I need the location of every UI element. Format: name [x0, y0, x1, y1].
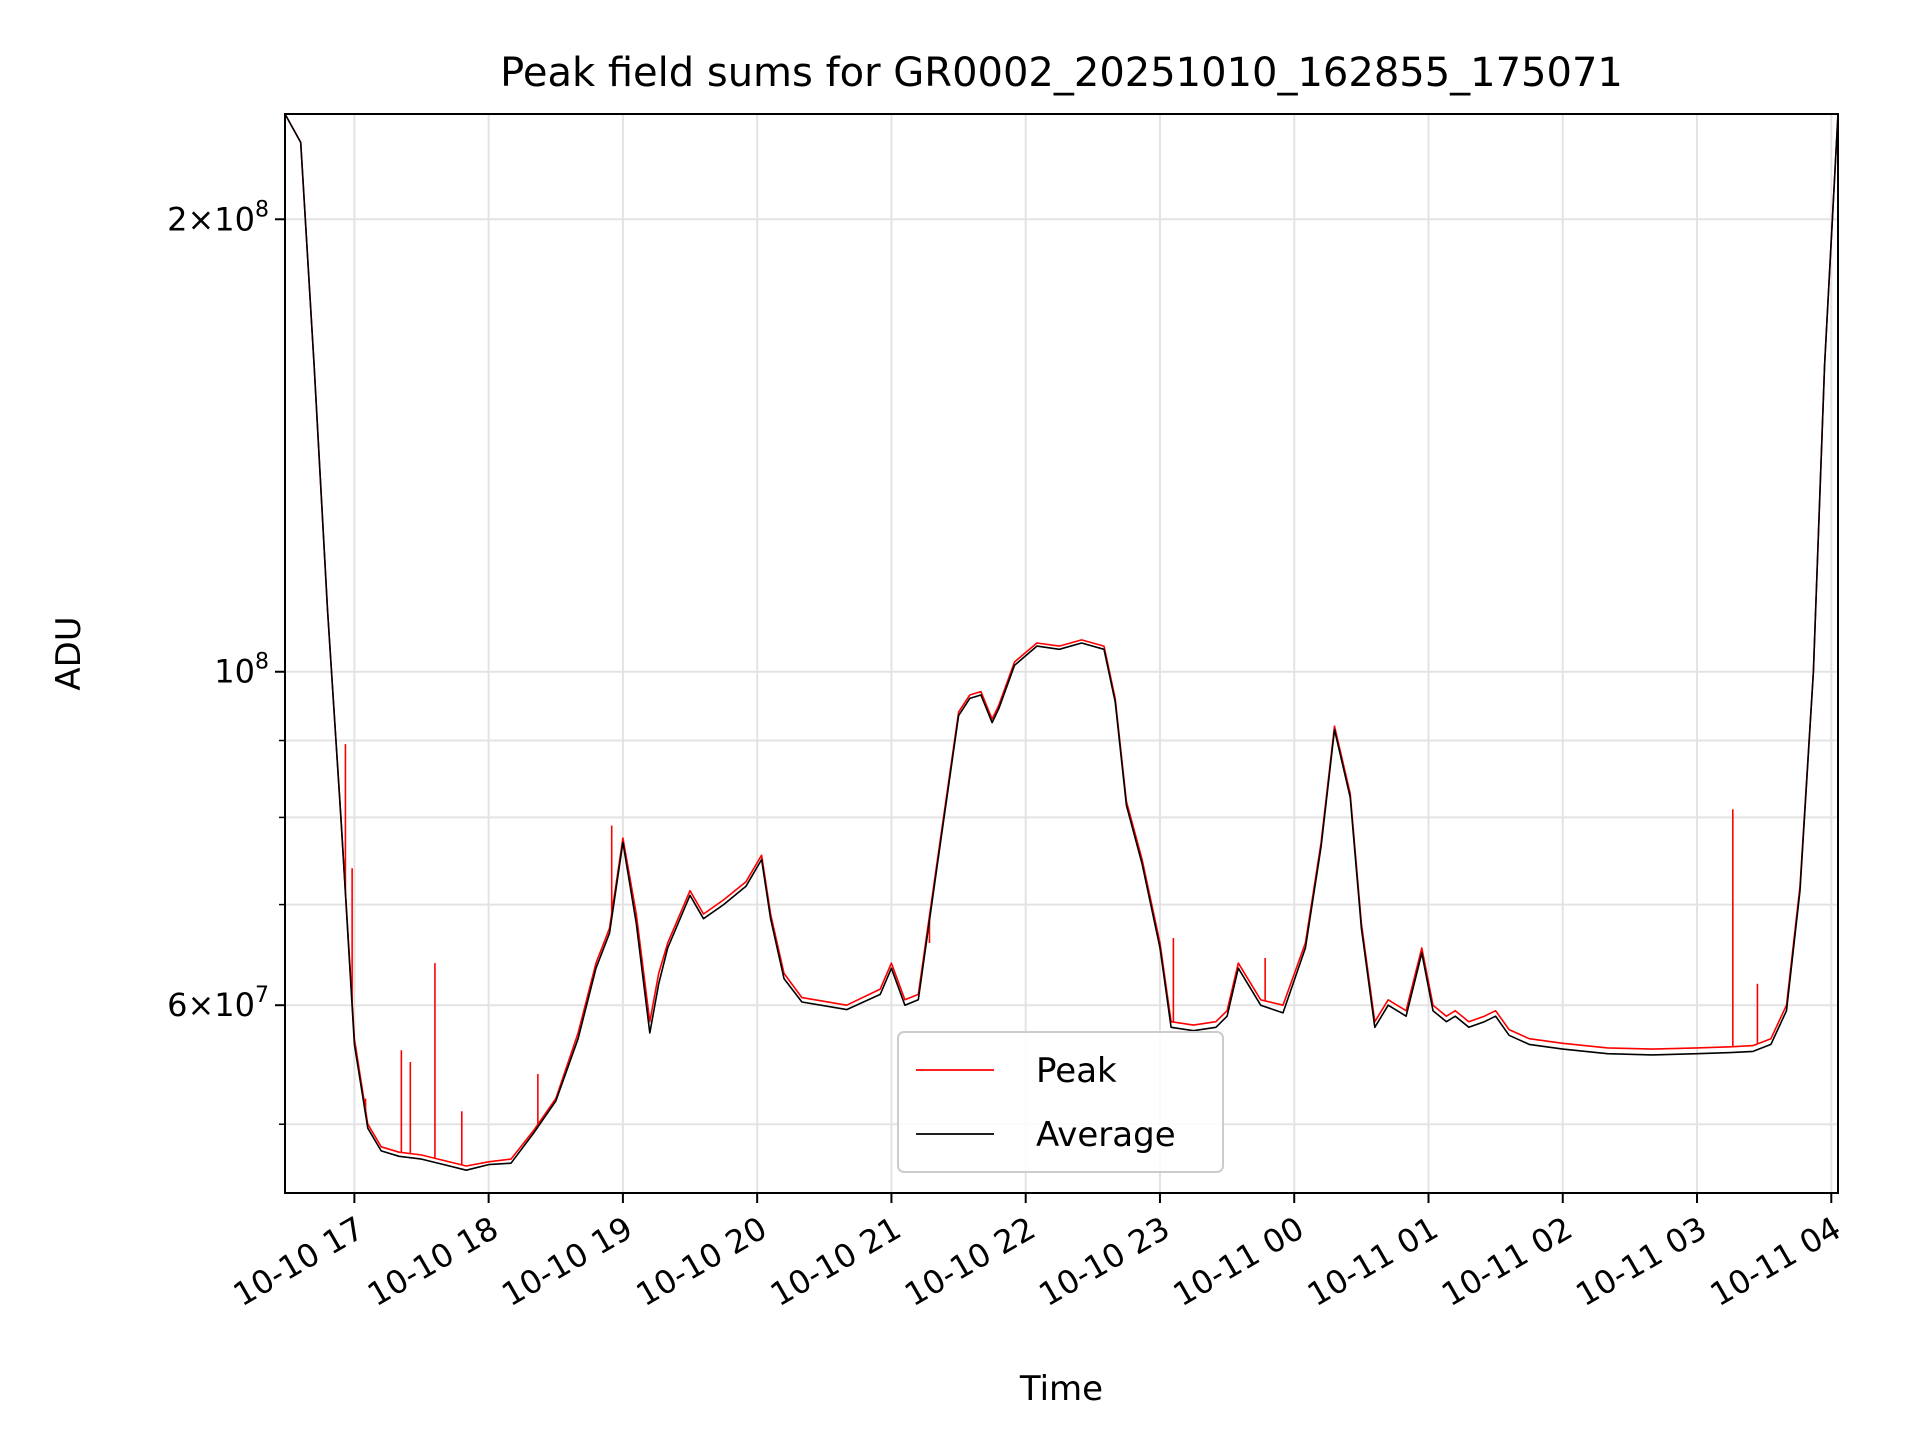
- y-tick-label: 6×107: [167, 983, 269, 1024]
- y-axis-title: ADU: [49, 616, 89, 690]
- x-tick-label: 10-10 20: [630, 1209, 774, 1314]
- x-tick-label: 10-10 19: [495, 1209, 639, 1314]
- chart-title: Peak field sums for GR0002_20251010_1628…: [500, 50, 1623, 96]
- x-tick-label: 10-11 01: [1301, 1209, 1445, 1314]
- plot-frame: [284, 113, 1839, 1194]
- legend-label-peak: Peak: [1036, 1051, 1117, 1091]
- x-tick-label: 10-10 18: [361, 1209, 505, 1314]
- y-tick-label: 108: [214, 650, 269, 691]
- x-axis-title: Time: [1019, 1369, 1103, 1409]
- x-tick-label: 10-11 03: [1569, 1209, 1713, 1314]
- x-tick-label: 10-10 17: [227, 1209, 371, 1314]
- x-tick-label: 10-11 04: [1704, 1209, 1848, 1314]
- y-tick-label: 2×108: [167, 197, 269, 238]
- legend-label-average: Average: [1036, 1115, 1176, 1155]
- x-tick-label: 10-11 02: [1435, 1209, 1579, 1314]
- plot-area: [285, 114, 1838, 1171]
- grid: [285, 114, 1838, 1193]
- series-line-peak: [285, 114, 1838, 1167]
- x-tick-label: 10-10 22: [898, 1209, 1042, 1314]
- x-tick-label: 10-10 23: [1032, 1209, 1176, 1314]
- legend-box: [897, 1031, 1224, 1173]
- series-line-average: [285, 114, 1838, 1171]
- legend: Peak Average: [897, 1031, 1224, 1173]
- x-tick-label: 10-10 21: [764, 1209, 908, 1314]
- x-tick-label: 10-11 00: [1167, 1209, 1311, 1314]
